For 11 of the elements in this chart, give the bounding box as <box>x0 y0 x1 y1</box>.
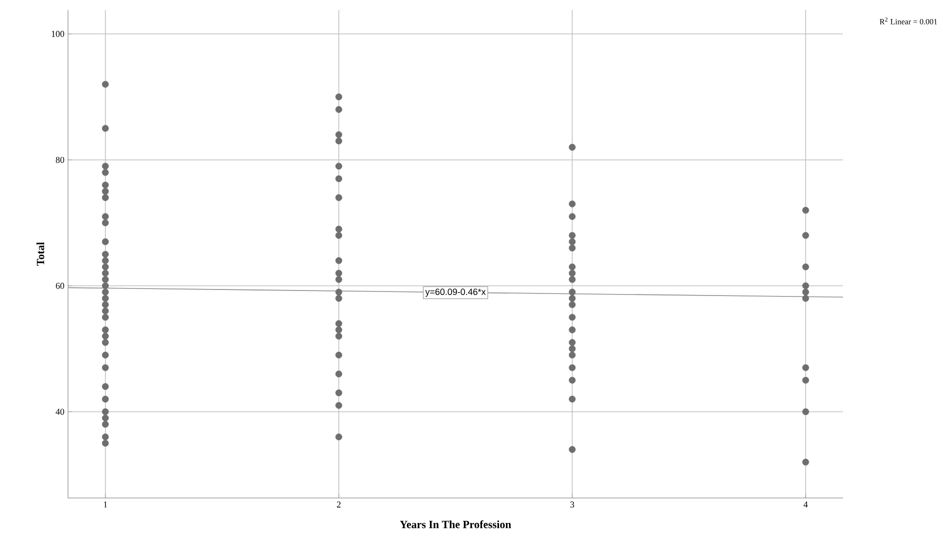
x-tick-label: 3 <box>570 502 574 508</box>
y-tick-label: 80 <box>56 156 64 163</box>
x-axis-title: Years In The Profession <box>400 520 512 528</box>
x-tick-label: 1 <box>104 502 108 508</box>
x-tick-label: 2 <box>336 502 341 508</box>
y-tick-label: 40 <box>56 408 64 415</box>
x-tick-label: 4 <box>804 502 808 508</box>
y-tick-label: 100 <box>52 30 64 37</box>
y-axis-title: Total <box>36 242 44 266</box>
y-tick-label: 60 <box>56 282 64 289</box>
annotation: y=60.09-0.46*x <box>425 288 486 297</box>
